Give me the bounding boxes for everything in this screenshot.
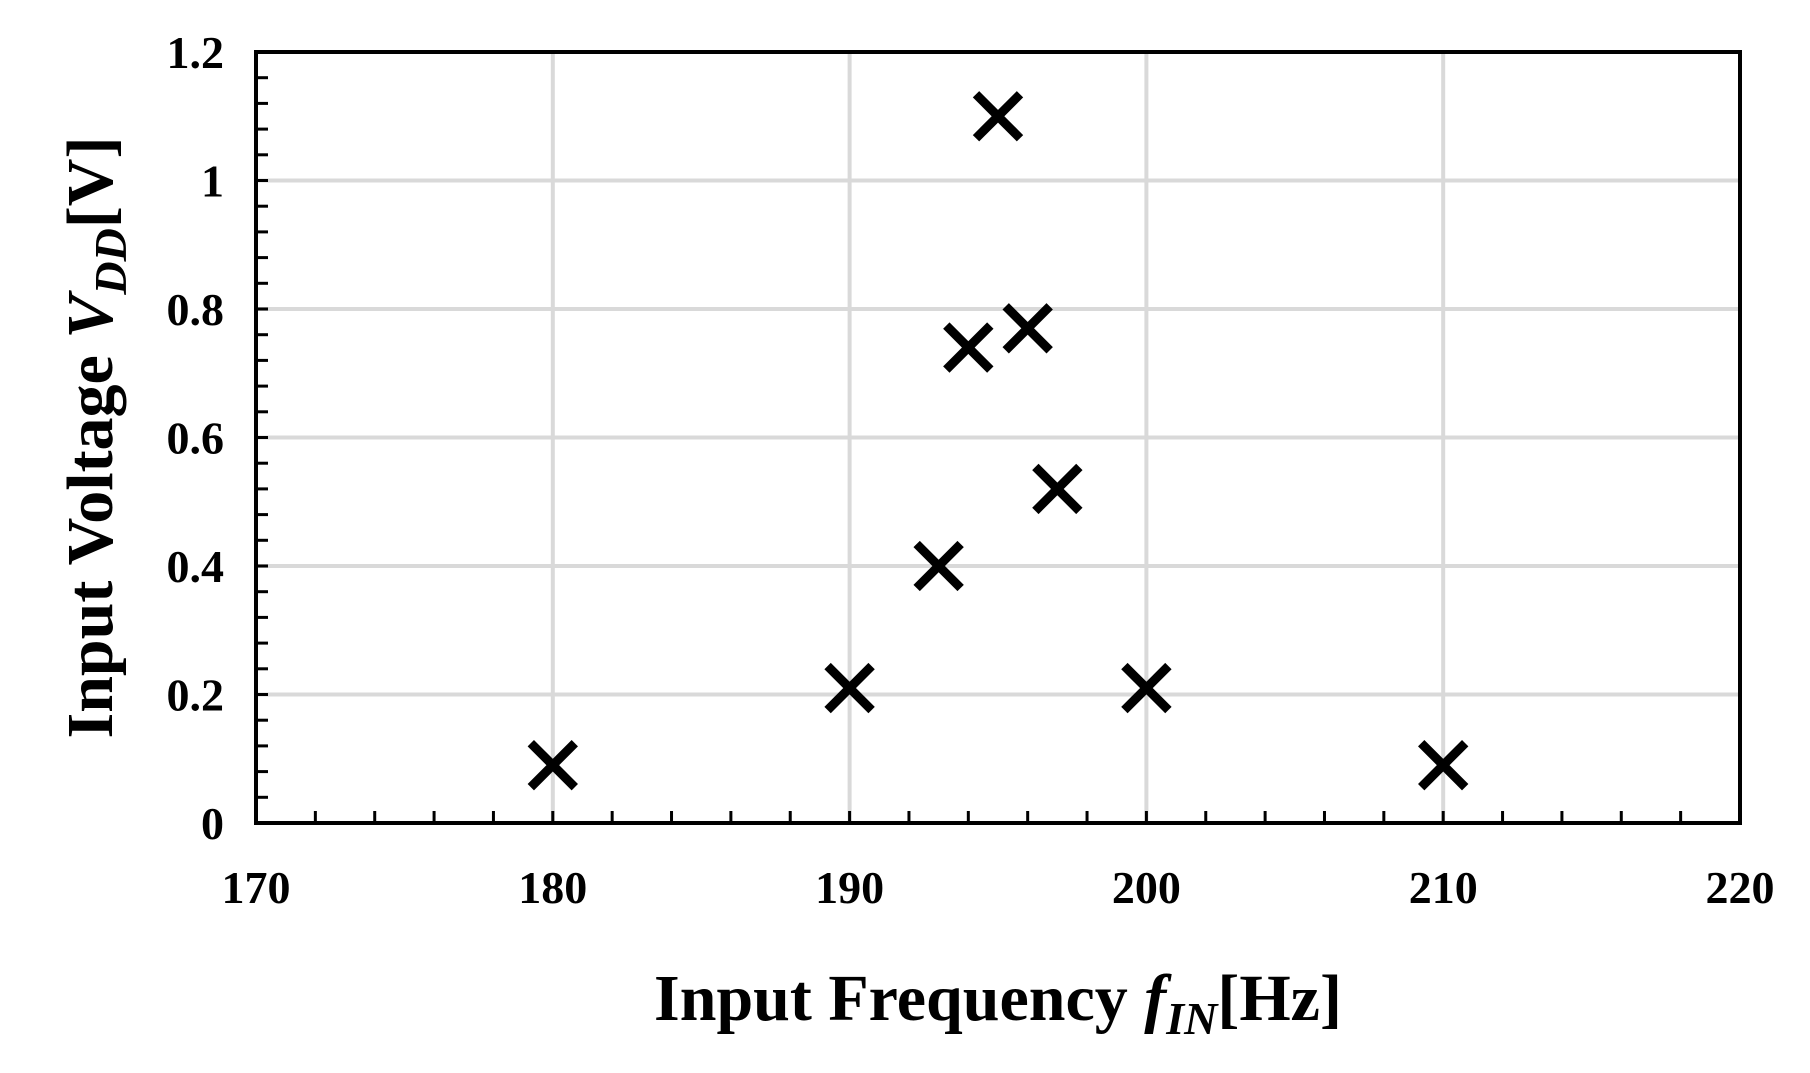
data-markers <box>527 91 1469 791</box>
data-point-marker <box>1002 303 1053 354</box>
y-axis-title-unit: [V] <box>54 137 127 229</box>
x-axis-title-subscript: IN <box>1165 993 1219 1044</box>
y-tick-label: 1 <box>201 156 224 207</box>
data-point-marker <box>824 662 875 714</box>
x-tick-label: 180 <box>518 862 587 913</box>
x-tick-label: 170 <box>222 862 291 913</box>
data-point-marker <box>1032 463 1083 515</box>
minor-ticks <box>256 76 1683 823</box>
y-tick-label: 0.6 <box>167 413 225 464</box>
x-tick-label: 220 <box>1706 862 1775 913</box>
plot-frame <box>254 50 1742 825</box>
x-tick-labels: 170 180 190 200 210 220 <box>222 862 1775 913</box>
x-axis-title-unit: [Hz] <box>1217 962 1342 1035</box>
y-axis-title: Input Voltage VDD[V] <box>54 137 136 739</box>
y-axis-title-variable: V <box>54 290 127 339</box>
y-tick-label: 0 <box>201 798 224 849</box>
y-tick-label: 0.2 <box>167 670 225 721</box>
y-tick-label: 0.8 <box>167 284 225 335</box>
data-point-marker <box>972 91 1024 142</box>
y-axis-title-subscript: DD <box>85 228 136 295</box>
data-point-marker <box>1121 662 1172 714</box>
y-tick-label: 0.4 <box>167 541 225 592</box>
data-point-marker <box>913 540 964 592</box>
y-axis-title-text: Input Voltage <box>54 339 127 739</box>
data-point-marker <box>1418 739 1469 791</box>
data-point-marker <box>527 739 578 791</box>
y-tick-label: 1.2 <box>167 27 225 78</box>
x-tick-label: 200 <box>1112 862 1181 913</box>
x-axis-title: Input Frequency fIN[Hz] <box>654 962 1342 1044</box>
grid <box>256 52 1740 823</box>
x-tick-label: 190 <box>815 862 884 913</box>
x-axis-title-text: Input Frequency <box>654 962 1144 1035</box>
x-tick-label: 210 <box>1409 862 1478 913</box>
y-tick-labels: 0 0.2 0.4 0.6 0.8 1 1.2 <box>167 27 225 849</box>
data-point-marker <box>943 322 994 373</box>
